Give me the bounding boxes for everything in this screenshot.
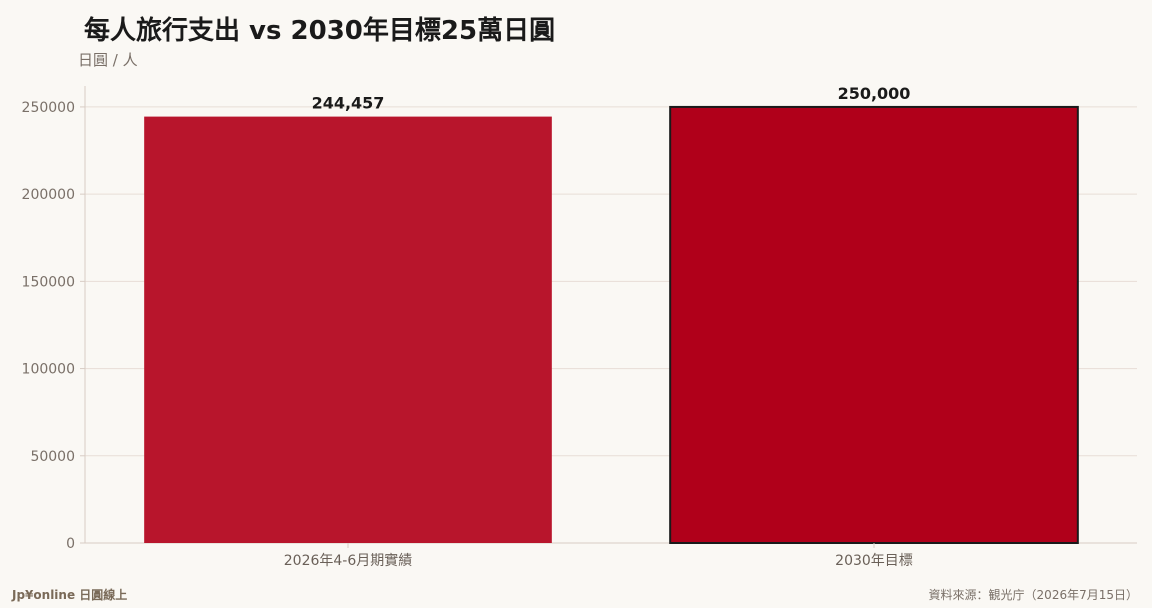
bar-chart: 0 50000 100000 150000 200000 250000 244,457 202…: [22, 84, 1137, 569]
chart-subtitle: 日圓 / 人: [78, 51, 138, 69]
source-label: 資料來源：観光庁（2026年7月15日）: [928, 588, 1138, 602]
y-tick-label: 150000: [22, 274, 75, 290]
x-category-label: 2026年4-6月期實績: [284, 552, 413, 569]
bar-data-label: 244,457: [312, 94, 385, 113]
y-tick-label: 100000: [22, 362, 75, 378]
y-tick-label: 50000: [30, 449, 75, 465]
brand-label: Jp¥online 日圓線上: [12, 588, 128, 602]
bar-data-label: 250,000: [838, 84, 911, 103]
y-tick-label: 200000: [22, 187, 75, 203]
y-tick-label: 0: [66, 536, 75, 552]
chart-title: 每人旅行支出 vs 2030年目標25萬日圓: [84, 16, 556, 46]
x-category-label: 2030年目標: [835, 553, 913, 569]
bar-target: [669, 105, 1079, 544]
y-tick-label: 250000: [22, 100, 75, 116]
bar-actual: [144, 116, 552, 543]
